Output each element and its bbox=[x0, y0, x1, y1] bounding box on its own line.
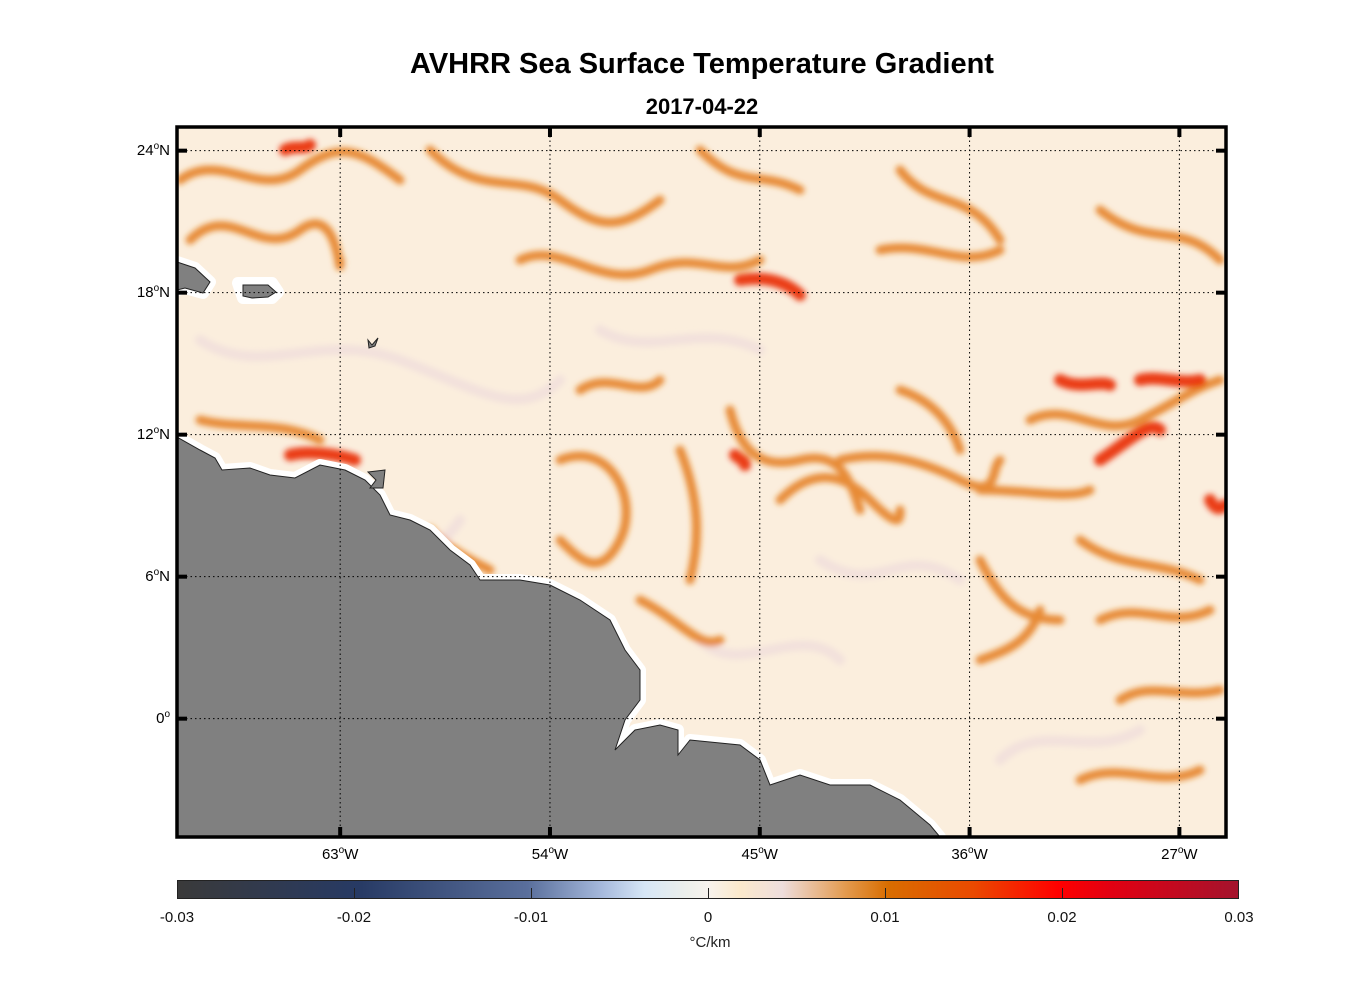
chart-title: AVHRR Sea Surface Temperature Gradient bbox=[410, 48, 994, 80]
tick-hem: W bbox=[973, 846, 988, 863]
colorbar-tick bbox=[1062, 888, 1063, 899]
puerto-rico-land bbox=[242, 284, 277, 299]
trinidad-land bbox=[366, 469, 386, 489]
lat-tick-label: 18oN bbox=[110, 283, 170, 301]
tick-deg: 45 bbox=[741, 846, 759, 863]
colorbar-tick-label: -0.01 bbox=[513, 909, 549, 926]
lon-tick-label: 45oW bbox=[720, 845, 800, 863]
degree-sign: o bbox=[153, 424, 160, 436]
tick-deg: 12 bbox=[136, 425, 154, 443]
lat-tick-label: 0o bbox=[110, 709, 170, 727]
tick-hem: W bbox=[763, 846, 778, 863]
colorbar-tick bbox=[354, 888, 355, 899]
tick-deg: 27 bbox=[1161, 846, 1178, 863]
degree-sign: o bbox=[164, 708, 170, 720]
degree-sign: o bbox=[153, 566, 160, 578]
tick-hem: N bbox=[159, 425, 170, 443]
degree-sign: o bbox=[153, 140, 160, 152]
hispaniola-land bbox=[177, 261, 211, 294]
degree-sign: o bbox=[758, 845, 764, 856]
colorbar-tick-label: 0.02 bbox=[1047, 909, 1077, 926]
chart-subtitle: 2017-04-22 bbox=[645, 94, 759, 119]
colorbar-tick-label: 0 bbox=[703, 909, 713, 926]
colorbar-tick-label: 0.01 bbox=[870, 909, 900, 926]
colorbar-tick bbox=[531, 888, 532, 899]
colorbar-units: °C/km bbox=[689, 934, 731, 951]
degree-sign: o bbox=[1177, 845, 1184, 856]
land bbox=[177, 261, 941, 837]
colorbar-tick-label: -0.03 bbox=[159, 909, 195, 926]
south-america-land bbox=[177, 436, 941, 837]
degree-sign: o bbox=[153, 282, 160, 294]
tick-hem: W bbox=[1183, 846, 1198, 863]
tick-hem: W bbox=[554, 846, 569, 863]
colorbar-tick-label: 0.03 bbox=[1224, 909, 1254, 926]
tick-deg: 63 bbox=[321, 846, 339, 863]
lon-tick-label: 63oW bbox=[300, 845, 380, 863]
island bbox=[367, 337, 379, 349]
tick-hem: N bbox=[159, 567, 170, 585]
degree-sign: o bbox=[338, 845, 345, 856]
tick-deg: 54 bbox=[531, 846, 549, 863]
tick-deg: 6 bbox=[145, 567, 154, 585]
colorbar-tick bbox=[708, 888, 709, 899]
colorbar-tick-label: -0.02 bbox=[336, 909, 372, 926]
tick-hem: N bbox=[159, 283, 170, 301]
tick-hem: N bbox=[159, 141, 170, 159]
lon-tick-label: 27oW bbox=[1139, 845, 1219, 863]
tick-deg: 18 bbox=[136, 283, 154, 301]
tick-deg: 0 bbox=[156, 709, 165, 727]
lon-tick-label: 36oW bbox=[930, 845, 1010, 863]
tick-deg: 36 bbox=[951, 846, 969, 863]
lat-tick-label: 12oN bbox=[110, 425, 170, 443]
degree-sign: o bbox=[968, 845, 974, 856]
lat-tick-label: 24oN bbox=[110, 141, 170, 159]
tick-hem: W bbox=[344, 846, 359, 863]
gridlines bbox=[177, 127, 1226, 837]
tick-deg: 24 bbox=[136, 141, 154, 159]
lat-tick-label: 6oN bbox=[110, 567, 170, 585]
map-frame bbox=[175, 125, 1228, 839]
colorbar-tick bbox=[885, 888, 886, 899]
degree-sign: o bbox=[548, 845, 554, 856]
lon-tick-label: 54oW bbox=[510, 845, 590, 863]
